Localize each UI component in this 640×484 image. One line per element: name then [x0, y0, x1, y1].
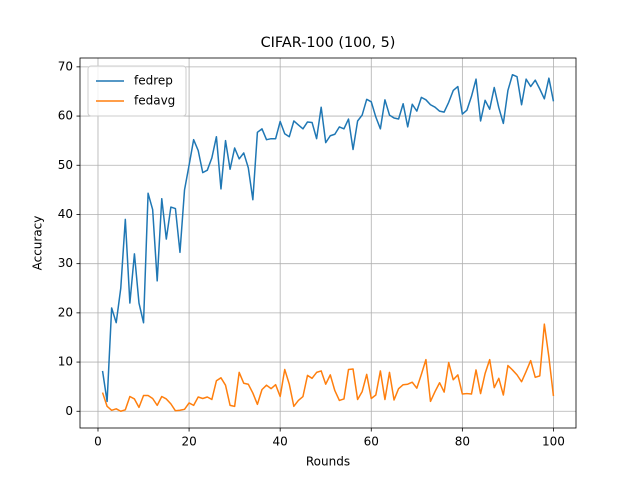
x-tick-label: 40 — [273, 435, 288, 449]
axes-frame — [79, 57, 577, 429]
y-axis-label: Accuracy — [31, 216, 45, 271]
x-tick-label: 80 — [455, 435, 470, 449]
y-tick-label: 70 — [58, 59, 73, 73]
series-line — [101, 73, 555, 403]
legend-box — [87, 65, 187, 117]
legend-label: fedavg — [134, 94, 175, 108]
x-tick-label: 100 — [542, 435, 565, 449]
x-tick-label: 0 — [94, 435, 102, 449]
chart-title: CIFAR-100 (100, 5) — [261, 35, 396, 51]
series-line — [101, 323, 555, 413]
y-tick-label: 0 — [65, 404, 73, 418]
x-tick-label: 60 — [364, 435, 379, 449]
y-tick-label: 50 — [58, 158, 73, 172]
x-tick-label: 20 — [181, 435, 196, 449]
y-tick-label: 60 — [58, 109, 73, 123]
legend-label: fedrep — [134, 74, 173, 88]
y-tick-label: 40 — [58, 207, 73, 221]
y-tick-label: 20 — [58, 305, 73, 319]
y-tick-label: 10 — [58, 355, 73, 369]
x-axis-label: Rounds — [306, 455, 350, 469]
y-tick-label: 30 — [58, 256, 73, 270]
